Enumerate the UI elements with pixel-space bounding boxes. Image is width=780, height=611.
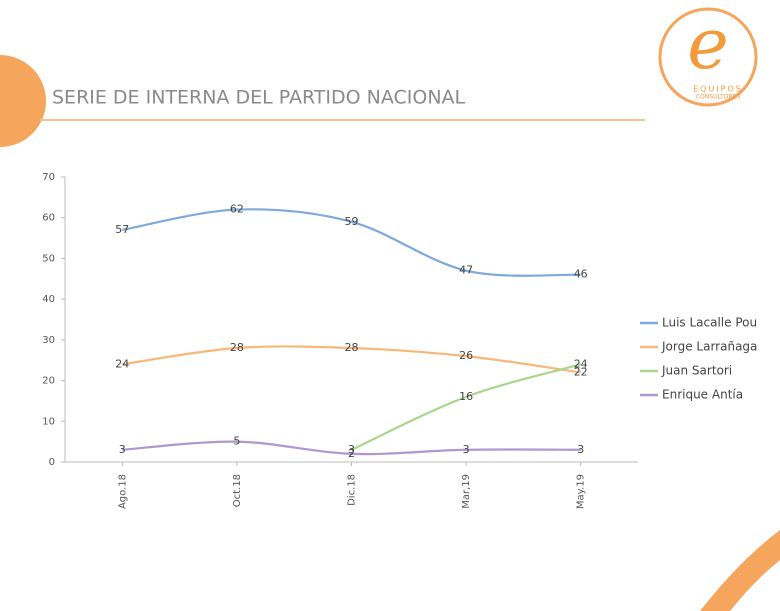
data-label: 47	[459, 264, 473, 277]
logo-letter: e	[687, 3, 728, 85]
legend-label: Luis Lacalle Pou	[662, 316, 757, 330]
data-label: 3	[348, 443, 355, 456]
slide-title: SERIE DE INTERNA DEL PARTIDO NACIONAL	[52, 87, 466, 109]
data-label: 46	[574, 268, 588, 281]
x-tick-label: Ago.18	[117, 474, 128, 509]
y-tick-label: 30	[42, 335, 55, 346]
logo-ring	[658, 7, 758, 107]
data-label: 3	[119, 443, 126, 456]
x-tick-label: Mar,19	[461, 474, 472, 509]
logo-name: EQUIPOS	[693, 85, 743, 94]
legend-label: Enrique Antía	[662, 388, 743, 402]
data-label: 3	[577, 443, 584, 456]
data-label: 24	[574, 357, 588, 370]
y-tick-label: 40	[42, 294, 55, 305]
x-tick-label: May.19	[576, 474, 587, 509]
y-tick-label: 10	[42, 416, 55, 427]
data-label: 62	[230, 203, 244, 216]
y-tick-label: 0	[49, 457, 55, 468]
data-label: 16	[459, 390, 473, 403]
chart: 0 10 20 30 40 50 60 70 Ago.18 Oct.18 Dic.18 Mar,19 M…	[42, 172, 757, 509]
data-label: 24	[115, 357, 129, 370]
series-line	[122, 440, 581, 456]
series-line	[122, 345, 581, 374]
data-label: 3	[463, 443, 470, 456]
y-tick-label: 50	[42, 253, 55, 264]
data-label: 22	[574, 365, 588, 378]
decor-half-circle	[0, 55, 46, 147]
series-line	[122, 208, 581, 277]
x-tick-label: Oct.18	[232, 474, 243, 507]
decor-swoosh	[700, 530, 780, 611]
data-label: 5	[233, 435, 240, 448]
y-tick-label: 20	[42, 376, 55, 387]
y-tick-label: 60	[42, 213, 55, 224]
legend-label: Jorge Larrañaga	[661, 340, 757, 354]
logo-sub: CONSULTORES	[696, 94, 740, 101]
data-label: 2	[348, 447, 355, 460]
series-line	[351, 363, 582, 451]
x-tick-label: Dic.18	[347, 474, 358, 506]
data-label: 57	[115, 223, 129, 236]
y-tick-label: 70	[42, 172, 55, 183]
data-label: 28	[230, 341, 244, 354]
data-label: 26	[459, 349, 473, 362]
legend-label: Juan Sartori	[661, 364, 732, 378]
data-label: 28	[345, 341, 359, 354]
data-label: 59	[345, 215, 359, 228]
